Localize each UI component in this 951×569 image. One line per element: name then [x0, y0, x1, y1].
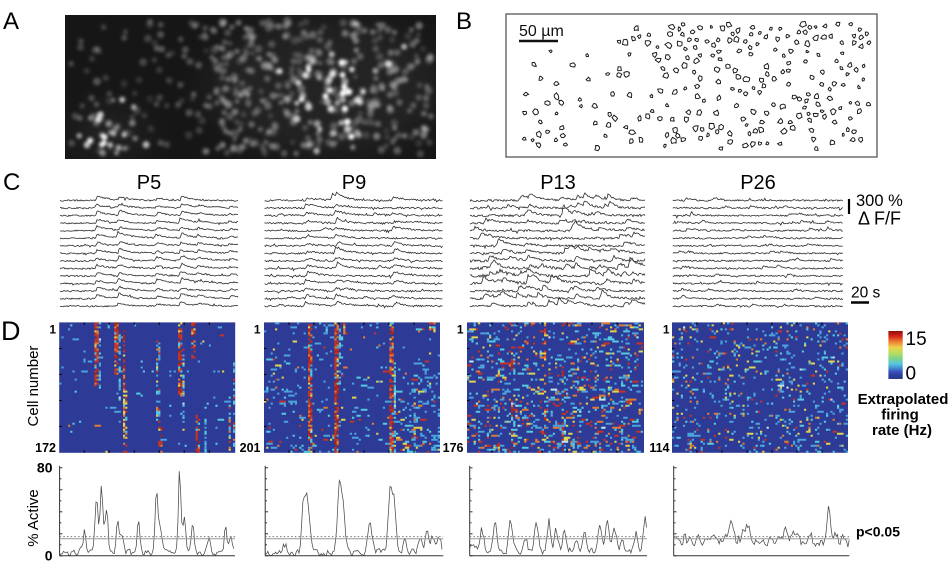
svg-text:300 %: 300 %: [856, 192, 903, 210]
svg-text:P9: P9: [342, 172, 366, 194]
svg-text:D: D: [1, 316, 21, 346]
svg-text:C: C: [3, 169, 20, 196]
svg-text:rate (Hz): rate (Hz): [872, 422, 932, 439]
svg-text:172: 172: [35, 441, 56, 455]
svg-text:176: 176: [443, 441, 464, 455]
svg-text:Δ F/F: Δ F/F: [858, 209, 901, 229]
svg-text:1: 1: [663, 323, 670, 337]
svg-text:201: 201: [240, 441, 261, 455]
svg-text:firing: firing: [881, 407, 919, 424]
svg-text:p<0.05: p<0.05: [856, 524, 900, 540]
svg-text:B: B: [456, 8, 472, 35]
svg-text:1: 1: [457, 323, 464, 337]
svg-text:P13: P13: [540, 172, 576, 194]
svg-text:% Active: % Active: [25, 489, 42, 547]
svg-text:114: 114: [649, 441, 669, 455]
svg-text:15: 15: [906, 329, 927, 350]
svg-text:Extrapolated: Extrapolated: [858, 391, 949, 408]
svg-text:A: A: [3, 8, 19, 35]
svg-text:80: 80: [37, 460, 53, 476]
svg-text:1: 1: [254, 323, 261, 337]
svg-text:20 s: 20 s: [851, 285, 881, 302]
svg-text:0: 0: [906, 364, 917, 385]
svg-text:1: 1: [49, 323, 56, 337]
svg-text:Cell number: Cell number: [25, 346, 42, 427]
svg-text:0: 0: [45, 548, 53, 564]
svg-text:50 µm: 50 µm: [519, 23, 564, 40]
svg-text:P26: P26: [740, 172, 776, 194]
svg-text:P5: P5: [137, 172, 161, 194]
